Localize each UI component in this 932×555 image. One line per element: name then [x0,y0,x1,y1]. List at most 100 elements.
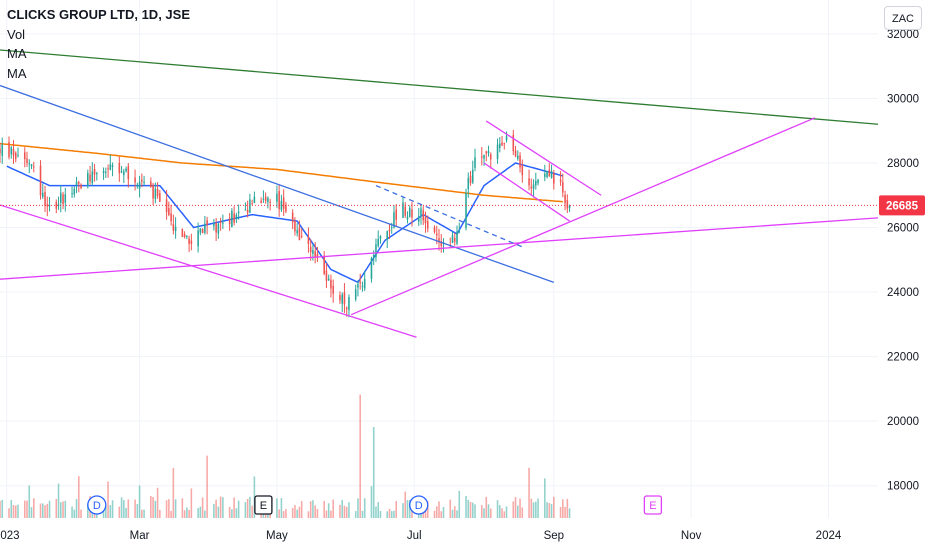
volume-bar [75,499,78,518]
volume-bar [341,499,343,518]
volume-bar [566,498,569,518]
volume-bar [168,499,170,518]
candle-body [372,255,375,259]
volume-bar [528,467,530,518]
volume-bar [170,510,172,518]
ma-short-line [6,162,563,284]
volume-indicator-label[interactable]: Vol [7,26,26,42]
candle-body [363,278,366,289]
candle-body [57,204,60,206]
candle-body [32,166,35,168]
volume-bar [215,499,217,518]
candle-body [489,154,492,160]
ma-indicator-label-2[interactable]: MA [7,65,27,81]
volume-bar [136,504,139,518]
price-tick-label: 32000 [887,29,919,41]
time-tick-label: Jul [407,530,422,542]
candle-body [174,226,177,232]
candle-body [474,157,476,169]
volume-bar [546,502,548,518]
ma-indicator-label[interactable]: MA [7,46,27,61]
volume-bar [537,498,539,518]
candle-body [361,286,364,288]
candle-body [237,211,240,214]
volume-bar [512,501,515,518]
volume-bar [343,505,346,518]
volume-bar [359,394,361,518]
candle-body [330,279,332,289]
volume-bar [183,510,186,518]
candle-body [312,250,314,254]
volume-bar [32,498,35,518]
volume-bar [111,500,114,518]
volume-bar [300,501,303,518]
candle-body [127,166,130,180]
candle-body [111,165,114,167]
candle-body [78,182,80,184]
volume-bar [188,509,190,518]
candle-body [469,175,472,184]
volume-bar [159,509,161,518]
candle-body [343,292,346,305]
price-tick-label: 20000 [887,416,919,428]
last-price-box [879,195,925,216]
candle-body [62,194,64,205]
candle-body [530,186,533,189]
volume-bar [276,498,278,518]
volume-bar [41,503,44,518]
volume-bar [550,504,553,518]
volume-bar [553,496,555,518]
candle-body [424,217,427,224]
candle-body [186,235,188,237]
currency-button[interactable]: ZAC [884,6,922,30]
volume-bar [10,500,13,518]
candle-body [105,171,107,173]
candle-body [537,179,539,184]
candle-body [519,155,521,168]
candle-body [528,178,530,186]
volume-bar [316,508,319,518]
candle-body [251,203,253,205]
candle-body [471,169,474,183]
trendline [0,204,417,338]
volume-bar [285,509,287,518]
candle-body [244,209,247,211]
candle-body [404,206,407,216]
volume-bar [404,491,407,518]
candle-body [298,227,301,241]
volume-bar [379,510,382,518]
volume-bar [469,501,472,518]
candle-body [181,228,184,237]
candle-body [150,181,152,188]
volume-bar [438,501,440,518]
volume-bar [309,501,312,518]
volume-bar [73,509,76,518]
volume-bar [190,488,193,518]
candle-body [125,168,127,172]
candle-body [294,221,296,232]
candle-body [564,194,566,204]
candle-body [498,143,501,149]
volume-bar [517,505,519,518]
candle-body [517,155,519,159]
volume-bar [498,505,501,518]
candle-body [386,231,389,240]
event-marker-label: D [93,500,101,512]
candle-body [267,198,269,203]
candle-body [14,152,17,160]
candle-body [30,164,33,167]
candle-body [217,224,220,234]
symbol-title[interactable]: CLICKS GROUP LTD, 1D, JSE [7,7,190,22]
volume-bar [213,504,215,518]
price-tick-label: 24000 [887,287,919,299]
volume-bar [465,495,467,518]
candle-body [120,171,123,173]
candle-body [480,156,483,158]
volume-bar [487,504,490,518]
candle-body [485,151,488,154]
candle-body [41,192,44,197]
candle-body [172,224,175,231]
volume-bar [330,510,332,518]
